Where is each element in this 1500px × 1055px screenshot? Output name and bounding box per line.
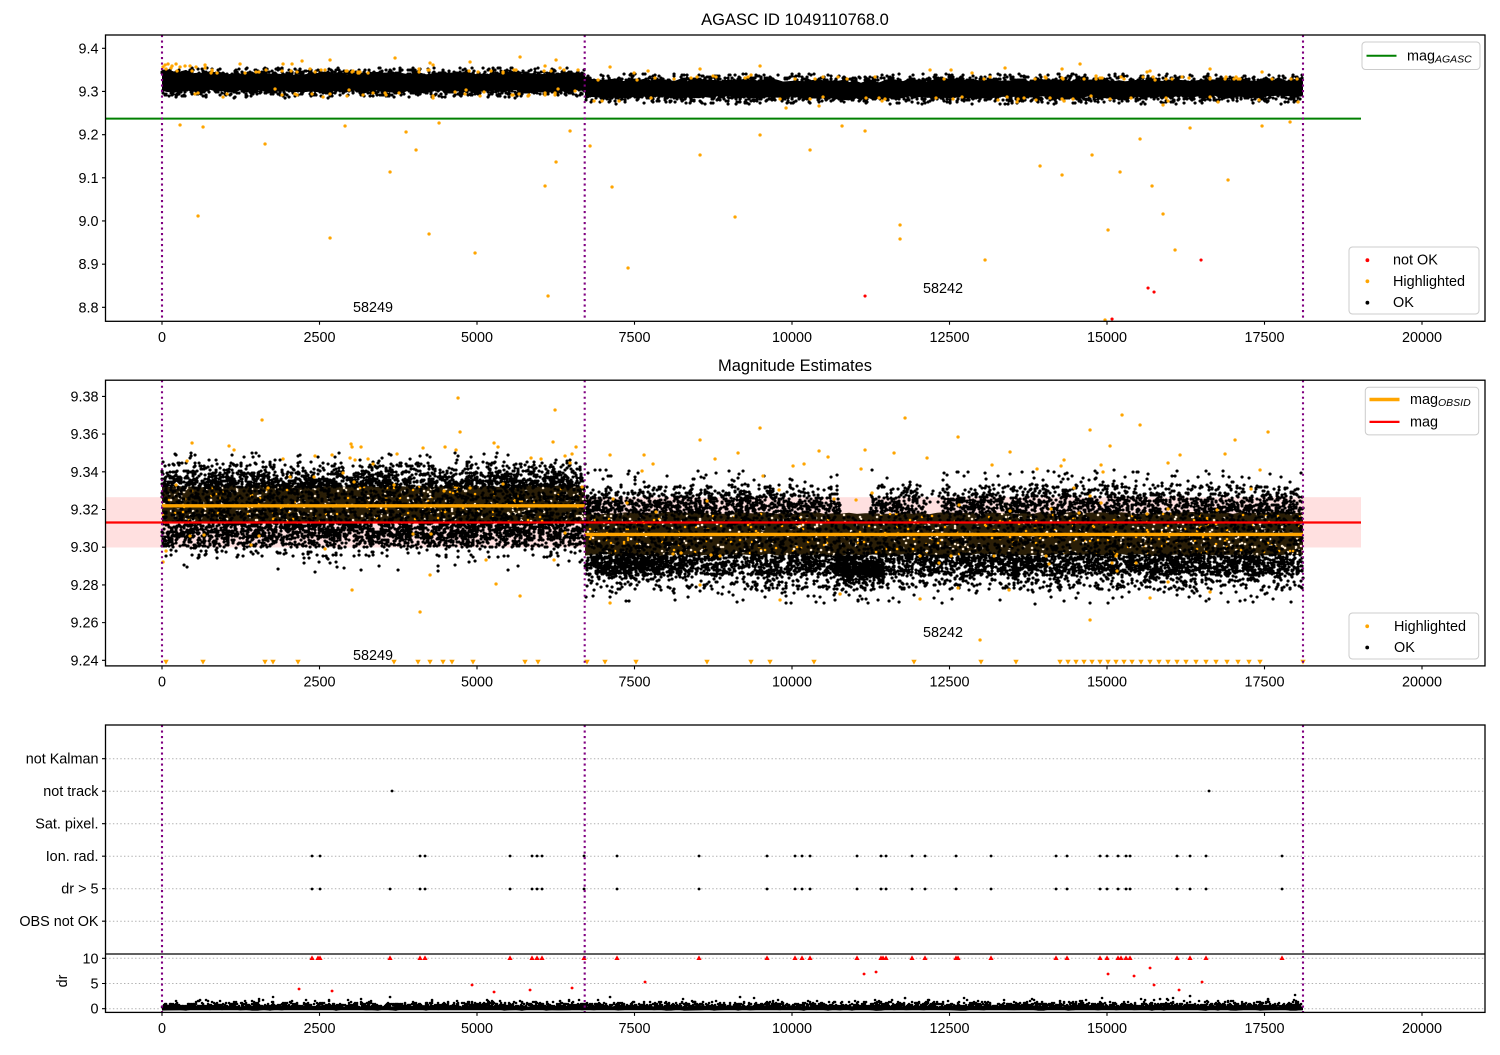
- svg-text:9.0: 9.0: [78, 214, 98, 230]
- svg-text:10: 10: [82, 951, 98, 967]
- svg-text:2500: 2500: [303, 330, 335, 346]
- svg-text:10000: 10000: [772, 1021, 812, 1037]
- svg-text:58242: 58242: [923, 281, 963, 297]
- svg-text:Highlighted: Highlighted: [1393, 274, 1465, 290]
- svg-text:9.1: 9.1: [78, 171, 98, 187]
- svg-text:OBS not OK: OBS not OK: [19, 914, 99, 930]
- svg-text:58249: 58249: [353, 648, 393, 664]
- svg-text:2500: 2500: [303, 1021, 335, 1037]
- svg-text:0: 0: [158, 674, 166, 690]
- svg-text:9.24: 9.24: [70, 653, 98, 669]
- svg-text:not OK: not OK: [1393, 253, 1438, 269]
- svg-text:dr > 5: dr > 5: [61, 882, 98, 898]
- svg-text:5: 5: [90, 977, 98, 993]
- svg-text:OK: OK: [1393, 295, 1414, 311]
- svg-text:8.9: 8.9: [78, 257, 98, 273]
- svg-text:58249: 58249: [353, 300, 393, 316]
- svg-text:0: 0: [158, 1021, 166, 1037]
- svg-text:12500: 12500: [929, 330, 969, 346]
- svg-text:9.26: 9.26: [70, 616, 98, 632]
- svg-text:0: 0: [90, 1002, 98, 1018]
- svg-text:58242: 58242: [923, 625, 963, 641]
- svg-text:8.8: 8.8: [78, 300, 98, 316]
- svg-text:Sat. pixel.: Sat. pixel.: [35, 817, 98, 833]
- svg-text:9.32: 9.32: [70, 503, 98, 519]
- svg-text:17500: 17500: [1244, 330, 1284, 346]
- svg-text:9.28: 9.28: [70, 578, 98, 594]
- svg-text:magAGASC: magAGASC: [1407, 49, 1472, 66]
- svg-text:15000: 15000: [1087, 674, 1127, 690]
- svg-text:AGASC ID 1049110768.0: AGASC ID 1049110768.0: [701, 11, 889, 29]
- svg-text:mag: mag: [1410, 415, 1438, 431]
- svg-text:12500: 12500: [929, 1021, 969, 1037]
- svg-text:9.2: 9.2: [78, 128, 98, 144]
- svg-text:magOBSID: magOBSID: [1410, 392, 1471, 409]
- svg-text:7500: 7500: [618, 674, 650, 690]
- svg-text:5000: 5000: [461, 330, 493, 346]
- svg-text:OK: OK: [1394, 640, 1415, 656]
- svg-text:9.34: 9.34: [70, 465, 98, 481]
- svg-text:2500: 2500: [303, 674, 335, 690]
- svg-text:20000: 20000: [1402, 674, 1442, 690]
- svg-text:Highlighted: Highlighted: [1394, 619, 1466, 635]
- svg-text:not track: not track: [43, 784, 99, 800]
- svg-text:17500: 17500: [1244, 674, 1284, 690]
- svg-text:9.38: 9.38: [70, 389, 98, 405]
- svg-text:Magnitude Estimates: Magnitude Estimates: [718, 357, 872, 375]
- svg-text:9.36: 9.36: [70, 427, 98, 443]
- svg-text:5000: 5000: [461, 674, 493, 690]
- svg-text:7500: 7500: [618, 330, 650, 346]
- svg-text:15000: 15000: [1087, 330, 1127, 346]
- svg-text:20000: 20000: [1402, 1021, 1442, 1037]
- svg-text:9.3: 9.3: [78, 84, 98, 100]
- svg-text:7500: 7500: [618, 1021, 650, 1037]
- svg-text:10000: 10000: [772, 330, 812, 346]
- svg-text:5000: 5000: [461, 1021, 493, 1037]
- svg-text:20000: 20000: [1402, 330, 1442, 346]
- svg-text:not Kalman: not Kalman: [26, 752, 99, 768]
- svg-text:9.30: 9.30: [70, 540, 98, 556]
- svg-text:17500: 17500: [1244, 1021, 1284, 1037]
- svg-text:0: 0: [158, 330, 166, 346]
- svg-text:15000: 15000: [1087, 1021, 1127, 1037]
- svg-text:9.4: 9.4: [78, 41, 98, 57]
- svg-text:10000: 10000: [772, 674, 812, 690]
- svg-text:dr: dr: [55, 974, 71, 987]
- svg-text:12500: 12500: [929, 674, 969, 690]
- svg-text:Ion. rad.: Ion. rad.: [46, 849, 99, 865]
